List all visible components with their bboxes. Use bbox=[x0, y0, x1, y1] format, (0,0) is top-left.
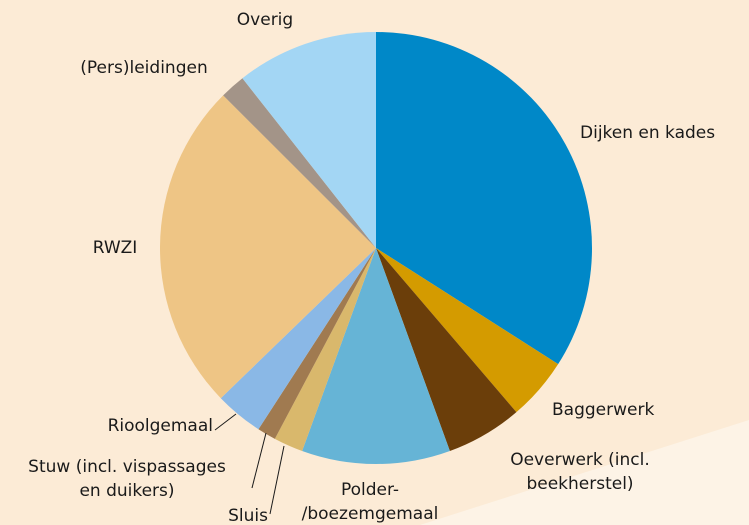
pie-slice bbox=[376, 248, 517, 451]
label-line: Stuw (incl. vispassages bbox=[28, 457, 226, 477]
label-line: /boezemgemaal bbox=[302, 504, 439, 524]
slice-label: Dijken en kades bbox=[580, 123, 715, 143]
pie-slice bbox=[223, 78, 376, 249]
slice-label: Polder- /boezemgemaal bbox=[302, 480, 439, 524]
label-line: beekherstel) bbox=[526, 474, 633, 494]
label-line: Oeverwerk (incl. bbox=[510, 450, 650, 470]
pie-slice bbox=[159, 95, 376, 399]
leader-line bbox=[214, 413, 237, 431]
label-line: en duikers) bbox=[79, 481, 174, 501]
slice-label: Stuw (incl. vispassages en duikers) bbox=[28, 457, 226, 501]
pie-slice bbox=[376, 32, 592, 365]
slice-label: RWZI bbox=[93, 238, 138, 258]
pie-slice bbox=[274, 248, 376, 451]
slice-label: Rioolgemaal bbox=[108, 416, 213, 436]
leader-line bbox=[251, 432, 267, 489]
background-band bbox=[420, 420, 749, 525]
slice-label: (Pers)leidingen bbox=[80, 58, 207, 78]
pie-slice bbox=[376, 248, 559, 413]
slice-label: Baggerwerk bbox=[552, 400, 654, 420]
label-line: Polder- bbox=[341, 480, 399, 500]
slice-label: Overig bbox=[237, 10, 293, 30]
slice-label: Oeverwerk (incl. beekherstel) bbox=[510, 450, 650, 494]
pie-slice bbox=[258, 248, 376, 439]
slice-label: Sluis bbox=[228, 506, 268, 525]
pie-slice bbox=[220, 248, 376, 430]
pie-slice bbox=[242, 32, 376, 248]
pie-slice bbox=[302, 248, 450, 464]
leader-line bbox=[269, 445, 285, 515]
